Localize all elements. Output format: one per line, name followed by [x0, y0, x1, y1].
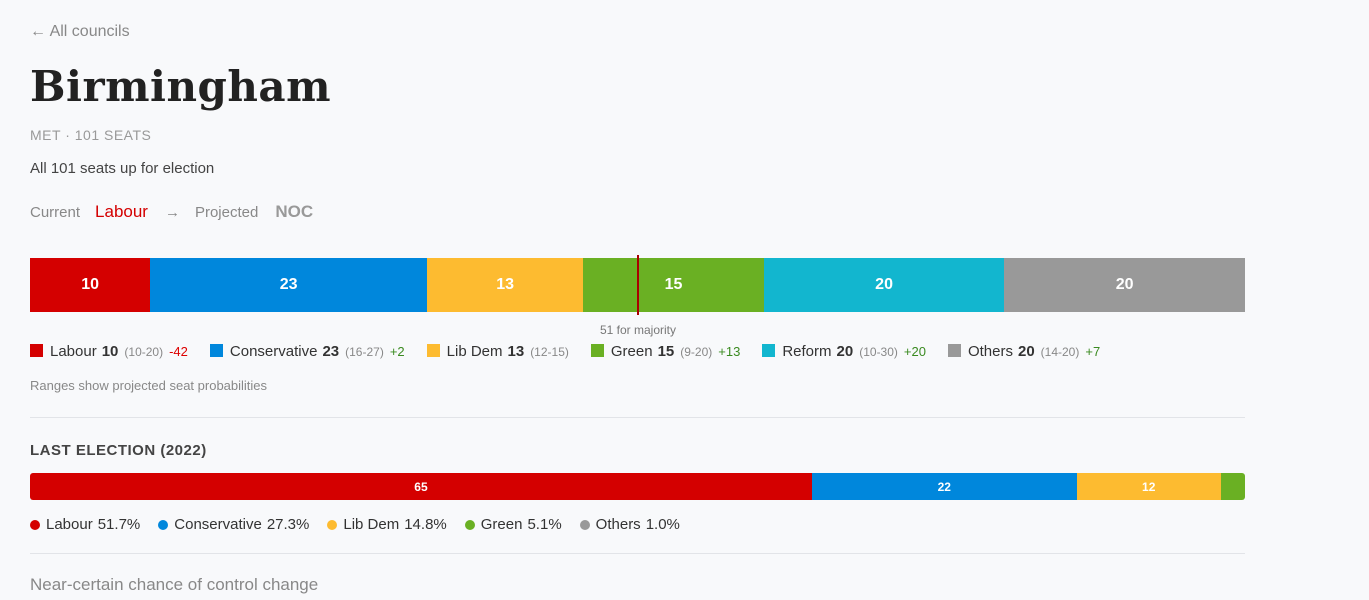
seat-range: (9-20): [680, 345, 713, 359]
party-name: Lib Dem: [446, 343, 503, 360]
seat-segment-lib-dem: 13: [426, 258, 584, 312]
legend-item-labour: Labour 10 (10-20) -42: [30, 343, 188, 360]
vote-percentage: 51.7%: [97, 516, 141, 533]
party-dot-icon: [464, 519, 475, 530]
majority-marker: [637, 255, 639, 315]
vote-share-green: Green 5.1%: [464, 516, 562, 533]
party-name: Conservative: [229, 343, 318, 360]
seat-range: (12-15): [530, 345, 569, 359]
legend-item-green: Green 15 (9-20) +13: [590, 343, 741, 360]
seat-change: -42: [169, 344, 188, 359]
seat-change: +2: [389, 344, 405, 359]
party-name: Green: [610, 343, 653, 360]
last-seat-segment-labour: 65: [30, 473, 812, 500]
projection-seat-bar: 10 23 13 15 20 20: [30, 258, 1245, 312]
control-summary: Current Labour → Projected NOC: [30, 202, 313, 222]
party-swatch-icon: [426, 344, 440, 357]
vote-share-labour: Labour 51.7%: [30, 516, 140, 533]
seat-change: +7: [1085, 344, 1101, 359]
seat-segment-others: 20: [1004, 258, 1245, 312]
seat-segment-reform: 20: [763, 258, 1005, 312]
party-name: Labour: [50, 343, 97, 360]
last-election-seat-bar: 65 22 12: [30, 473, 1245, 500]
ranges-note: Ranges show projected seat probabilities: [30, 378, 268, 393]
projected-seats: 20: [1017, 343, 1035, 360]
vote-share-others: Others 1.0%: [579, 516, 680, 533]
party-swatch-icon: [30, 344, 43, 357]
seat-change: +20: [903, 344, 926, 359]
party-swatch-icon: [209, 344, 223, 357]
party-name: Labour: [46, 516, 93, 533]
vote-percentage: 1.0%: [645, 516, 680, 533]
council-meta: MET · 101 SEATS: [30, 127, 152, 143]
party-dot-icon: [327, 519, 338, 530]
section-divider: [30, 417, 1245, 418]
last-election-vote-legend: Labour 51.7% Conservative 27.3% Lib Dem 14.8%…: [30, 516, 698, 533]
last-election-title: LAST ELECTION (2022): [30, 442, 207, 459]
party-name: Reform: [782, 343, 832, 360]
projected-seats: 13: [507, 343, 525, 360]
party-dot-icon: [579, 519, 590, 530]
party-name: Others: [967, 343, 1013, 360]
section-divider: [30, 553, 1245, 554]
seat-range: (16-27): [345, 345, 384, 359]
back-to-councils-link[interactable]: ← All councils: [30, 23, 130, 40]
legend-item-lib-dem: Lib Dem 13 (12-15): [426, 343, 569, 360]
party-name: Lib Dem: [343, 516, 400, 533]
vote-share-conservative: Conservative 27.3%: [158, 516, 309, 533]
party-swatch-icon: [762, 344, 776, 357]
party-swatch-icon: [947, 344, 961, 357]
majority-label: 51 for majority: [599, 323, 677, 337]
seat-range: (10-20): [124, 345, 164, 359]
vote-share-lib-dem: Lib Dem 14.8%: [327, 516, 447, 533]
projected-seats: 20: [836, 343, 854, 360]
seat-segment-green: 15: [583, 258, 764, 312]
legend-item-conservative: Conservative 23 (16-27) +2: [209, 343, 405, 360]
legend-item-reform: Reform 20 (10-30) +20: [762, 343, 926, 360]
party-name: Conservative: [174, 516, 262, 533]
vote-percentage: 14.8%: [404, 516, 447, 533]
party-name: Green: [480, 516, 523, 533]
projected-party: NOC: [275, 202, 314, 221]
projected-seats: 10: [101, 343, 119, 360]
projected-seats: 23: [322, 343, 340, 360]
legend-item-others: Others 20 (14-20) +7: [947, 343, 1101, 360]
last-seat-segment-conservative: 22: [811, 473, 1077, 500]
current-label: Current: [30, 204, 81, 221]
last-seat-segment-lib-dem: 12: [1076, 473, 1221, 500]
party-dot-icon: [158, 519, 169, 530]
vote-percentage: 27.3%: [266, 516, 310, 533]
projection-legend: Labour 10 (10-20) -42 Conservative 23 (16-27) +…: [30, 343, 1122, 360]
last-seat-segment-green: [1220, 473, 1245, 500]
arrow-right-icon: →: [164, 204, 180, 221]
seat-range: (10-30): [859, 345, 898, 359]
party-name: Others: [595, 516, 641, 533]
vote-percentage: 5.1%: [527, 516, 562, 533]
current-party: Labour: [95, 202, 148, 221]
party-dot-icon: [30, 519, 40, 530]
projected-seats: 15: [657, 343, 675, 360]
page-title: Birmingham: [30, 62, 332, 111]
control-change-note: Near-certain chance of control change: [30, 575, 319, 594]
seat-segment-labour: 10: [30, 258, 151, 312]
seat-change: +13: [718, 344, 741, 359]
seat-segment-conservative: 23: [150, 258, 427, 312]
seat-range: (14-20): [1040, 345, 1080, 359]
projected-label: Projected: [194, 204, 259, 221]
party-swatch-icon: [590, 344, 604, 357]
election-subtitle: All 101 seats up for election: [30, 160, 215, 177]
